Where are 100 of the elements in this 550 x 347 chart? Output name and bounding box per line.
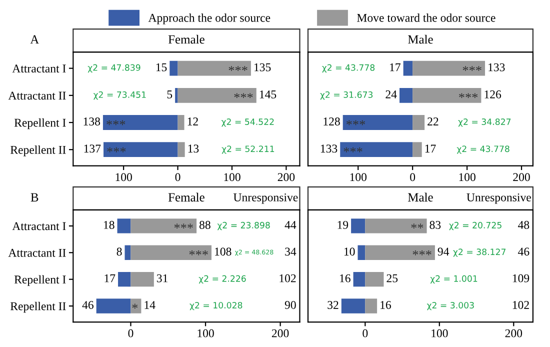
annotation: χ2 = 54.522: [222, 118, 274, 127]
annotation: ***: [174, 224, 193, 229]
data-label: 19: [338, 220, 348, 229]
bar: [412, 60, 486, 76]
text: Unresponsive: [466, 193, 531, 204]
x-tick-label: 200: [278, 173, 295, 182]
data-label: 13: [188, 144, 199, 153]
annotation: ***: [346, 120, 366, 126]
data-label: 83: [430, 220, 441, 229]
annotation: ***: [189, 250, 208, 256]
annotation: χ2 = 1.001: [430, 275, 478, 284]
annotation: 48: [518, 220, 530, 229]
annotation: **: [411, 224, 424, 229]
bar: [342, 115, 413, 130]
data-label: 12: [188, 118, 198, 126]
data-label: 17: [390, 63, 400, 72]
x-tick-label: 100: [459, 173, 476, 182]
annotation: ***: [107, 147, 126, 152]
annotation: χ2 = 73.451: [94, 91, 146, 100]
annotation: χ2 = 31.673: [320, 91, 373, 100]
y-tick-label: Attractant I: [12, 222, 66, 230]
bar: [400, 88, 413, 103]
data-label: 18: [104, 220, 114, 229]
bar: [170, 60, 178, 76]
annotation: χ2 = 43.778: [456, 146, 510, 154]
x-tick-label: 0: [362, 329, 368, 338]
data-label: 135: [254, 63, 271, 72]
data-label: 17: [104, 274, 116, 282]
bar: [178, 60, 251, 76]
bar: [412, 115, 425, 130]
data-label: 138: [84, 117, 100, 126]
annotation: *: [132, 304, 138, 309]
data-label: 145: [260, 90, 276, 98]
annotation: ***: [459, 93, 478, 98]
y-tick-label: Attractant I: [12, 64, 66, 73]
bar: [340, 142, 413, 158]
data-label: 17: [425, 144, 436, 152]
x-tick-label: 100: [116, 173, 132, 182]
text: A: [30, 35, 40, 44]
bar: [341, 298, 366, 314]
bar: [175, 88, 178, 103]
data-label: 94: [438, 248, 450, 256]
bar: [118, 272, 131, 287]
y-tick-label: Repellent I: [14, 275, 66, 286]
annotation: ***: [462, 66, 482, 71]
y-tick-label: Repellent I: [14, 118, 66, 130]
annotation: ***: [234, 93, 253, 98]
data-label: 5: [167, 90, 172, 98]
annotation: 44: [284, 221, 296, 229]
x-tick-label: 100: [198, 329, 214, 338]
data-label: 15: [156, 63, 167, 72]
text: Unresponsive: [233, 193, 298, 204]
data-label: 126: [484, 90, 502, 98]
data-label: 25: [386, 274, 398, 282]
x-tick-label: 0: [410, 173, 416, 182]
data-label: 14: [144, 301, 156, 309]
data-label: 10: [344, 248, 355, 256]
data-label: 22: [428, 118, 438, 126]
bar: [358, 245, 366, 260]
annotation: χ2 = 2.226: [198, 275, 246, 284]
annotation: χ2 = 52.211: [222, 146, 274, 154]
annotation: ***: [412, 250, 432, 256]
x-tick-label: 100: [432, 329, 448, 338]
x-tick-label: 200: [272, 329, 289, 338]
annotation: χ2 = 34.827: [458, 118, 511, 127]
annotation: χ2 = 23.898: [217, 222, 270, 230]
annotation: χ2 = 20.725: [449, 222, 502, 230]
data-label: 31: [156, 274, 168, 282]
annotation: ***: [344, 147, 362, 152]
x-tick-label: 200: [505, 329, 522, 338]
annotation: 102: [280, 274, 296, 282]
data-label: 8: [116, 248, 122, 256]
annotation: 34: [285, 248, 296, 256]
data-label: 46: [82, 301, 94, 309]
text: B: [30, 193, 38, 202]
x-tick-label: 200: [513, 173, 530, 182]
data-label: 133: [320, 144, 338, 153]
bar: [130, 245, 212, 260]
annotation: 90: [284, 300, 296, 309]
bar: [178, 88, 256, 103]
bar: [178, 142, 185, 158]
data-label: 137: [84, 144, 101, 153]
chart-title: Male: [408, 192, 433, 202]
bar: [365, 298, 378, 314]
chart-title: Female: [168, 192, 204, 202]
legend-label: Move toward the odor source: [357, 14, 496, 22]
legend-label: Approach the odor source: [148, 14, 270, 24]
bar: [96, 298, 131, 314]
data-label: 88: [199, 220, 210, 229]
data-label: 24: [386, 90, 397, 98]
bar: [130, 272, 154, 287]
chart-title: Male: [408, 34, 433, 44]
bar: [102, 115, 178, 130]
bar: [351, 218, 366, 234]
bar: [104, 142, 178, 158]
y-tick-label: Repellent II: [10, 146, 66, 156]
data-label: 133: [488, 63, 505, 72]
bar: [403, 60, 413, 76]
annotation: ***: [228, 66, 248, 71]
bar: [117, 218, 131, 234]
